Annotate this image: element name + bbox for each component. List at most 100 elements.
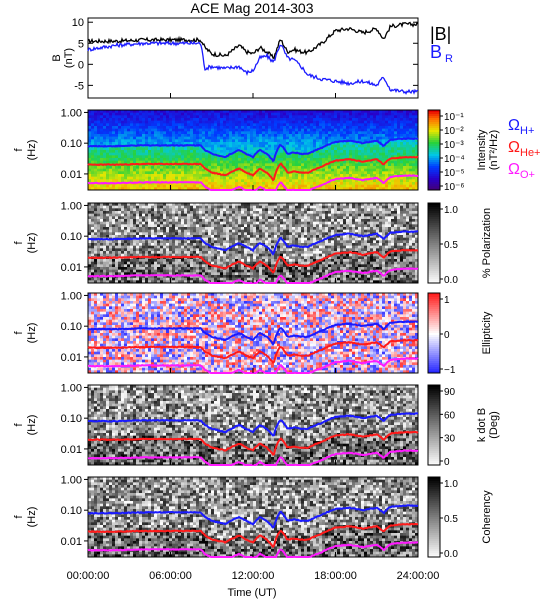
heatmap-cell [271, 147, 274, 150]
heatmap-cell [202, 272, 205, 275]
heatmap-cell [346, 134, 349, 137]
heatmap-cell [280, 177, 283, 180]
heatmap-cell [157, 150, 160, 153]
heatmap-cell [304, 161, 307, 164]
heatmap-cell [256, 137, 259, 140]
heatmap-cell [121, 174, 124, 177]
heatmap-cell [388, 113, 391, 116]
heatmap-cell [403, 171, 406, 174]
heatmap-cell [310, 174, 313, 177]
heatmap-cell [214, 113, 217, 116]
heatmap-cell [238, 275, 241, 278]
heatmap-cell [265, 182, 268, 185]
heatmap-cell [412, 163, 415, 166]
heatmap-cell [382, 171, 385, 174]
colorbar-tick-label: 10⁻¹ [444, 112, 464, 123]
heatmap-cell [409, 153, 412, 156]
heatmap-cell [223, 272, 226, 275]
heatmap-cell [325, 158, 328, 161]
heatmap-cell [286, 163, 289, 166]
heatmap-cell [103, 235, 106, 238]
heatmap-cell [181, 278, 184, 281]
heatmap-cell [121, 216, 124, 219]
heatmap-cell [169, 174, 172, 177]
heatmap-cell [388, 185, 391, 188]
heatmap-cell [217, 272, 220, 275]
heatmap-cell [355, 113, 358, 116]
heatmap-cell [382, 166, 385, 169]
heatmap-cell [337, 147, 340, 150]
heatmap-cell [151, 171, 154, 174]
heatmap-cell [199, 246, 202, 249]
heatmap-cell [376, 129, 379, 132]
heatmap-cell [340, 147, 343, 150]
heatmap-cell [172, 240, 175, 243]
heatmap-cell [154, 248, 157, 251]
heatmap-cell [238, 256, 241, 259]
heatmap-cell [298, 161, 301, 164]
heatmap-cell [178, 227, 181, 230]
heatmap-cell [355, 185, 358, 188]
heatmap-cell [334, 137, 337, 140]
heatmap-cell [184, 126, 187, 129]
heatmap-cell [211, 166, 214, 169]
heatmap-cell [94, 134, 97, 137]
y-axis-label: B [51, 54, 63, 61]
heatmap-cell [205, 211, 208, 214]
heatmap-cell [112, 206, 115, 209]
heatmap-cell [166, 147, 169, 150]
heatmap-cell [223, 158, 226, 161]
heatmap-cell [220, 211, 223, 214]
heatmap-cell [127, 211, 130, 214]
heatmap-cell [316, 171, 319, 174]
heatmap-cell [139, 177, 142, 180]
heatmap-cell [181, 115, 184, 118]
heatmap-cell [202, 208, 205, 211]
heatmap-cell [232, 118, 235, 121]
heatmap-cell [121, 270, 124, 273]
heatmap-cell [271, 134, 274, 137]
heatmap-cell [133, 267, 136, 270]
heatmap-cell [166, 259, 169, 262]
heatmap-cell [169, 267, 172, 270]
heatmap-cell [169, 230, 172, 233]
heatmap-cell [253, 131, 256, 134]
heatmap-cell [187, 185, 190, 188]
heatmap-cell [187, 227, 190, 230]
heatmap-cell [127, 126, 130, 129]
heatmap-cell [100, 264, 103, 267]
heatmap-cell [343, 137, 346, 140]
heatmap-cell [226, 137, 229, 140]
heatmap-cell [136, 121, 139, 124]
heatmap-cell [115, 147, 118, 150]
heatmap-cell [193, 208, 196, 211]
heatmap-cell [100, 248, 103, 251]
heatmap-cell [394, 131, 397, 134]
heatmap-cell [124, 158, 127, 161]
heatmap-cell [331, 174, 334, 177]
heatmap-cell [238, 246, 241, 249]
heatmap-cell [202, 230, 205, 233]
heatmap-cell [325, 166, 328, 169]
heatmap-cell [214, 278, 217, 281]
heatmap-cell [187, 259, 190, 262]
heatmap-cell [262, 147, 265, 150]
heatmap-cell [166, 208, 169, 211]
heatmap-cell [103, 126, 106, 129]
heatmap-cell [115, 121, 118, 124]
heatmap-cell [286, 139, 289, 142]
heatmap-cell [406, 150, 409, 153]
heatmap-cell [100, 129, 103, 132]
heatmap-cell [343, 179, 346, 182]
heatmap-cell [145, 121, 148, 124]
heatmap-cell [106, 262, 109, 265]
heatmap-cell [121, 131, 124, 134]
heatmap-cell [271, 121, 274, 124]
heatmap-cell [232, 131, 235, 134]
heatmap-cell [175, 246, 178, 249]
heatmap-cell [112, 230, 115, 233]
heatmap-cell [160, 155, 163, 158]
heatmap-cell [247, 206, 250, 209]
heatmap-cell [193, 222, 196, 225]
heatmap-cell [214, 208, 217, 211]
